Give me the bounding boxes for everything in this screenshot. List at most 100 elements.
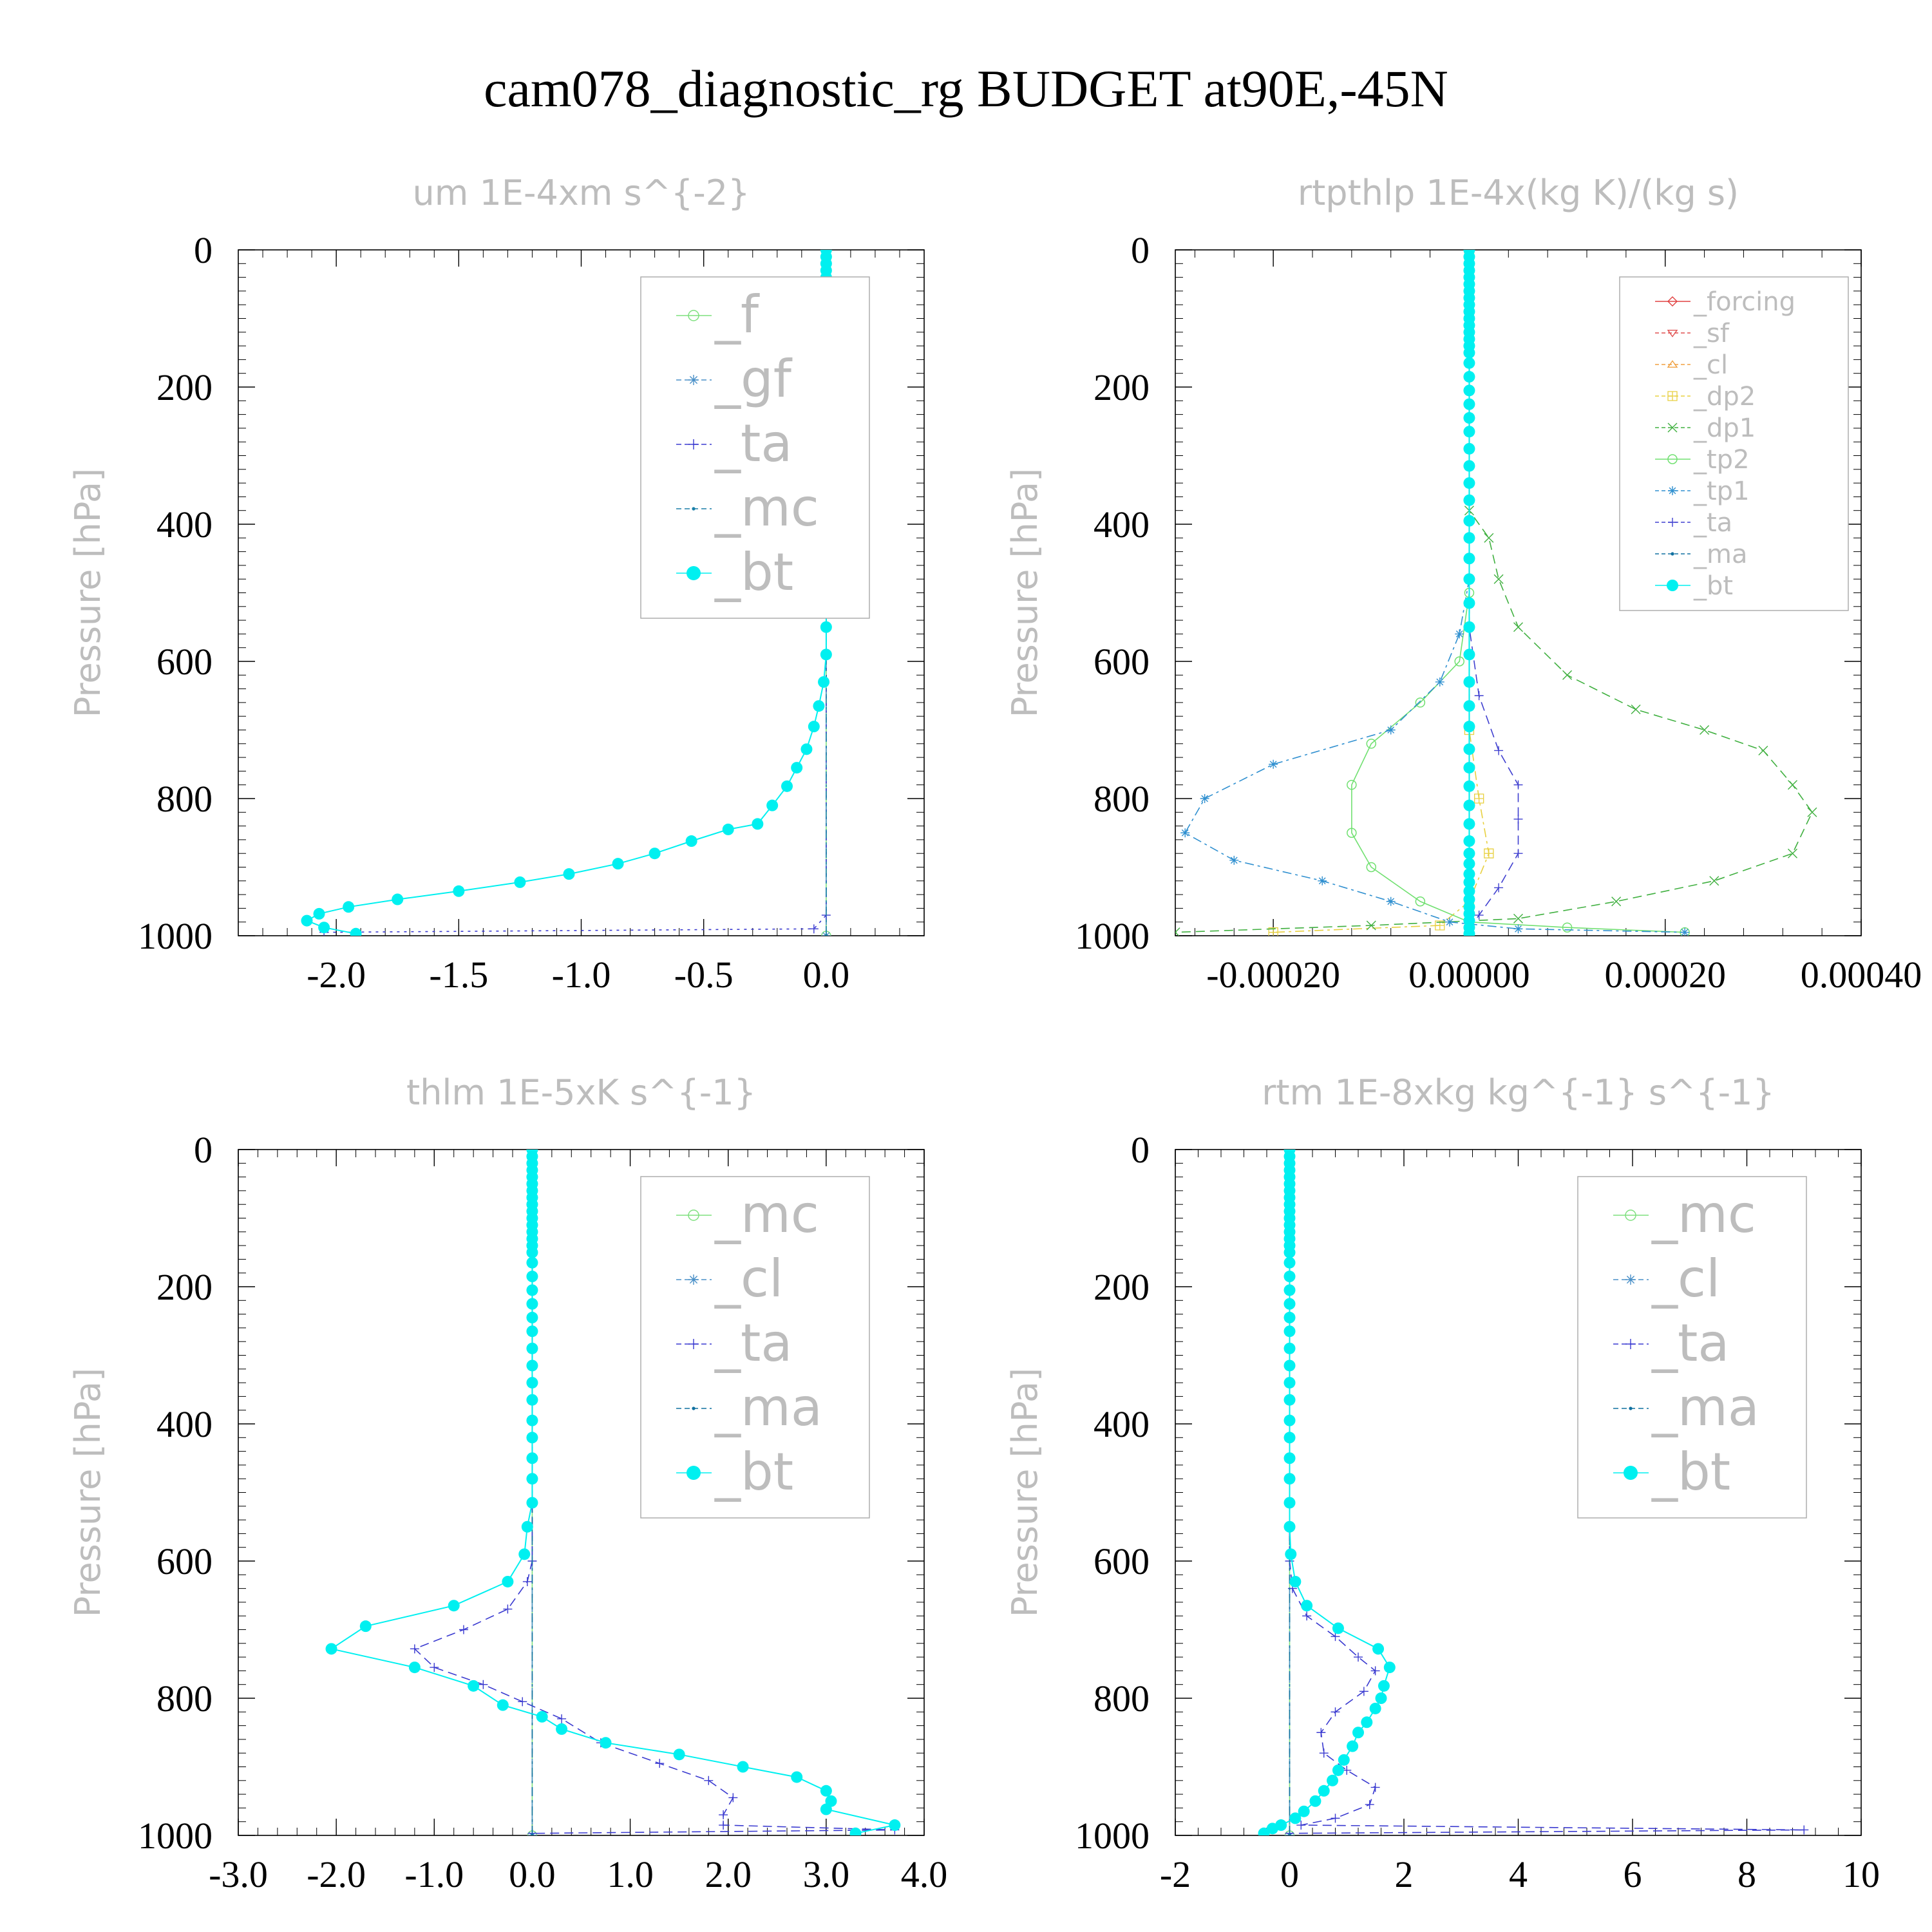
series-point xyxy=(1463,346,1475,359)
y-tick-label: 800 xyxy=(156,1678,213,1719)
y-tick-label: 400 xyxy=(1094,1403,1150,1445)
series-point xyxy=(1709,876,1719,886)
series-point xyxy=(1366,920,1376,931)
series-point xyxy=(1562,922,1573,933)
legend-label: _ta xyxy=(714,413,792,473)
series-point xyxy=(1484,533,1494,543)
legend-item-bt: _bt xyxy=(676,1442,793,1502)
legend-item-bt: _bt xyxy=(1613,1442,1730,1502)
series-point xyxy=(791,762,803,774)
series-point xyxy=(1331,1632,1340,1642)
series-point xyxy=(1332,1764,1344,1776)
x-tick-label: 4 xyxy=(1509,1853,1528,1895)
legend-box xyxy=(1577,1176,1807,1519)
series-point xyxy=(343,901,355,913)
legend: _f_gf_ta_mc_bt xyxy=(640,276,870,619)
y-tick-label: 400 xyxy=(156,1403,213,1445)
series-point xyxy=(1799,1825,1809,1835)
legend-marker xyxy=(1668,518,1677,527)
series-line xyxy=(1351,250,1685,933)
panel-title: um 1E-4xm s^{-2} xyxy=(413,173,750,213)
x-tick-label: 3.0 xyxy=(803,1853,850,1895)
series-point xyxy=(813,700,825,712)
legend-label: _cl xyxy=(1693,350,1728,380)
series-point xyxy=(1463,621,1475,633)
legend-marker xyxy=(1667,454,1678,464)
legend-marker xyxy=(687,1466,701,1480)
series-point xyxy=(719,1821,728,1830)
series-point xyxy=(410,1644,419,1654)
legend-label: _ma xyxy=(1651,1378,1759,1437)
series-point xyxy=(1463,573,1475,585)
chart-panel-2: rtpthlp 1E-4x(kg K)/(kg s) Pressure [hPa]… xyxy=(1005,173,1922,996)
legend-label: _ta xyxy=(714,1313,792,1373)
legend-item-tp1: _tp1 xyxy=(1655,477,1750,506)
series-point xyxy=(301,914,313,927)
legend-item-ta: _ta xyxy=(676,413,792,473)
panel-title: thlm 1E-5xK s^{-1} xyxy=(406,1072,756,1113)
series-point xyxy=(1463,799,1475,811)
series-point xyxy=(526,1414,538,1426)
legend-marker xyxy=(1625,1274,1636,1285)
series-point xyxy=(448,1600,460,1612)
series-point xyxy=(1352,1727,1364,1739)
series-point xyxy=(1788,780,1797,790)
series-point xyxy=(1366,739,1377,749)
series-point xyxy=(849,1827,862,1835)
series-point xyxy=(563,868,575,880)
legend-item-forcing: _forcing xyxy=(1655,287,1795,317)
legend-item-tp2: _tp2 xyxy=(1655,445,1750,475)
legend-marker xyxy=(1668,486,1677,495)
series-point xyxy=(526,1432,538,1444)
series-line xyxy=(1289,1150,1804,1834)
chart-panels: um 1E-4xm s^{-2} Pressure [hPa] -2.0 -1.5 -1… xyxy=(68,173,1922,1895)
legend-marker xyxy=(1667,422,1678,433)
series-point xyxy=(1463,477,1475,489)
legend-item-mc: _mc xyxy=(1613,1184,1756,1244)
series-point xyxy=(1318,1785,1330,1797)
series-point xyxy=(522,1577,532,1586)
legend-marker xyxy=(688,1274,699,1285)
y-tick-label: 400 xyxy=(156,504,213,545)
series-point xyxy=(685,835,697,848)
legend-label: _tp2 xyxy=(1693,445,1750,475)
plot-area xyxy=(1258,1150,1809,1835)
series-point xyxy=(1463,835,1475,848)
series-point xyxy=(430,1663,439,1672)
x-tick-label: -3.0 xyxy=(209,1853,268,1895)
series-point xyxy=(1296,1821,1306,1830)
legend-marker xyxy=(1629,1406,1633,1410)
series-point xyxy=(1327,1774,1339,1786)
series-point xyxy=(1287,1833,1292,1835)
series-point xyxy=(808,721,820,733)
legend-marker xyxy=(688,375,699,385)
series-point xyxy=(1513,780,1523,790)
y-axis-label: Pressure [hPa] xyxy=(68,468,108,717)
x-tick-label: 4.0 xyxy=(901,1853,948,1895)
series-point xyxy=(1463,927,1475,936)
series-point xyxy=(1463,848,1475,860)
series-point xyxy=(1463,721,1475,733)
series-point xyxy=(536,1710,548,1723)
legend-label: _ta xyxy=(1651,1313,1729,1373)
series-point xyxy=(600,1737,612,1749)
y-axis-label: Pressure [hPa] xyxy=(68,1368,108,1617)
series-point xyxy=(1463,858,1475,870)
series-point xyxy=(766,799,779,811)
series-point xyxy=(1283,1452,1296,1464)
legend-label: _forcing xyxy=(1693,287,1795,317)
series-point xyxy=(1463,494,1475,506)
legend-item-ma: _ma xyxy=(1655,540,1747,569)
series-point xyxy=(1283,1414,1296,1426)
series-point xyxy=(820,621,832,633)
series-point xyxy=(1611,896,1622,907)
series-point xyxy=(1283,1256,1296,1269)
series-point xyxy=(728,1793,738,1803)
series-point xyxy=(1473,793,1484,804)
series-point xyxy=(1365,1800,1374,1810)
x-tick-label: -0.00020 xyxy=(1206,954,1340,996)
series-point xyxy=(824,934,828,936)
y-tick-label: 800 xyxy=(156,778,213,820)
legend-item-dp2: _dp2 xyxy=(1655,382,1756,412)
series-point xyxy=(719,1810,728,1820)
